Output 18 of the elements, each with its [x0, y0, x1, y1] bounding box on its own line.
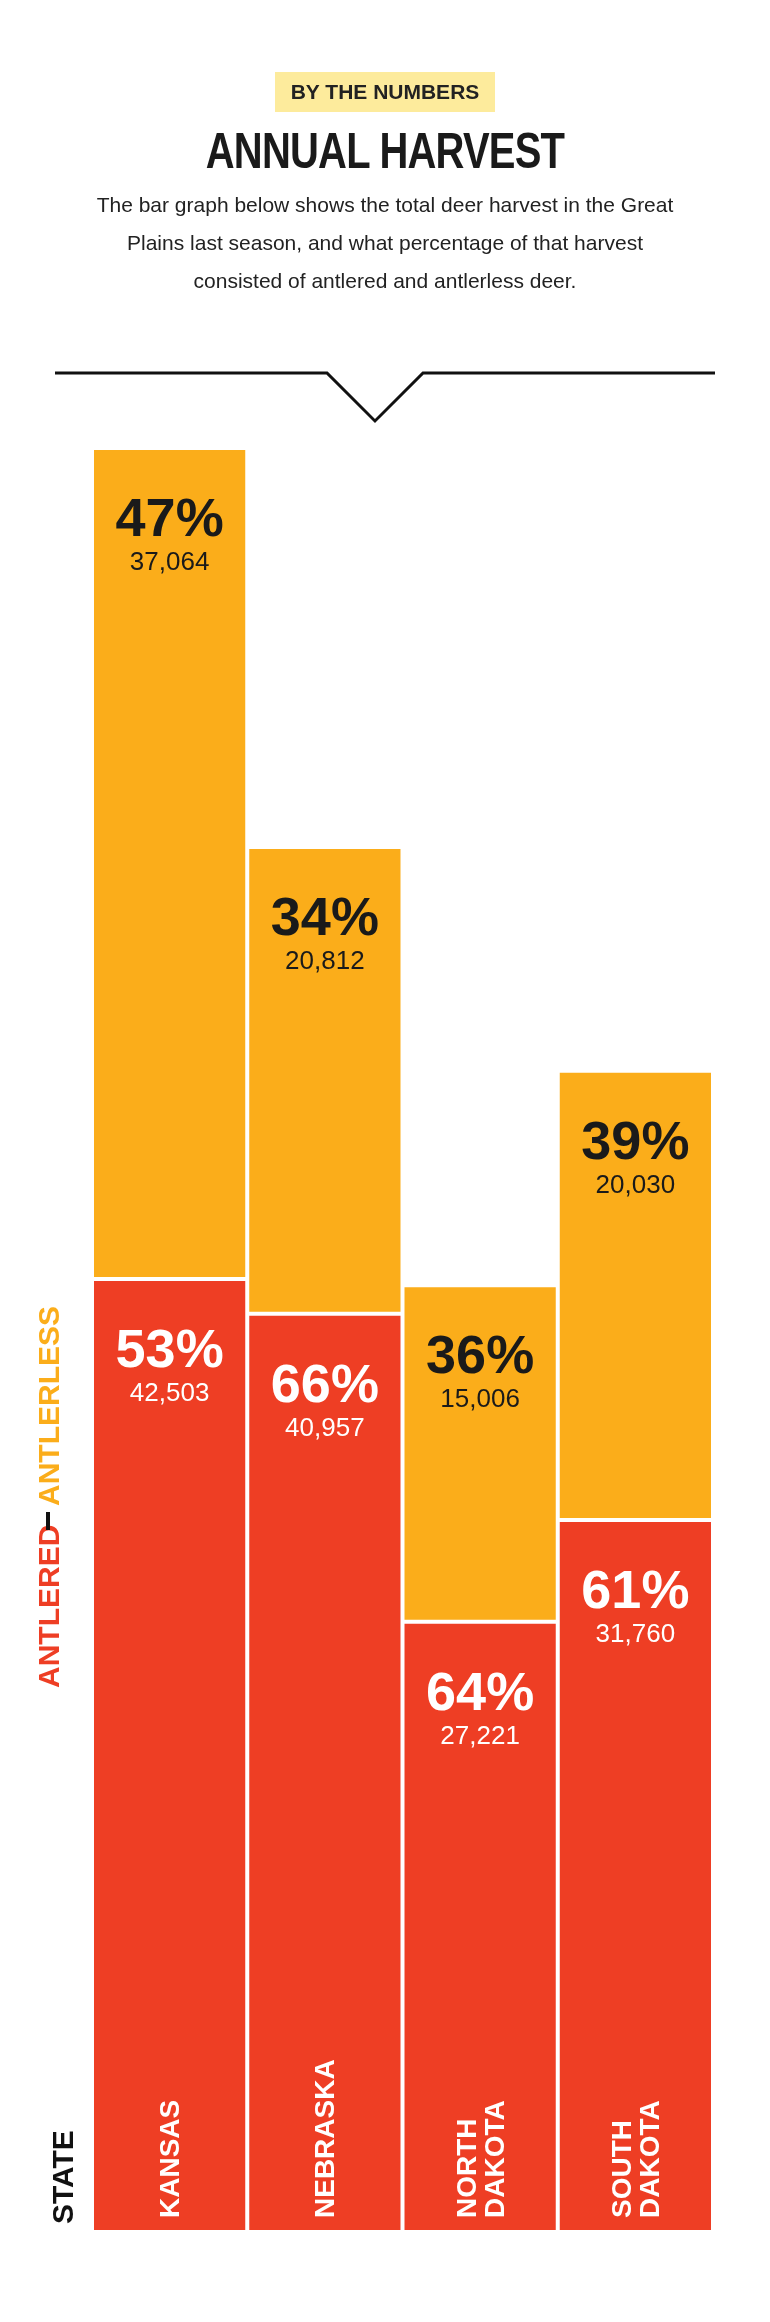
- text: ANTLERED: [31, 1524, 65, 1688]
- data-label: 34% 20,812: [270, 886, 379, 976]
- chart-subtitle: The bar graph below shows the total deer harvest in the Great Plains last season, and what percentage of that harvest consisted of antlered and antlerless deer.: [95, 192, 675, 294]
- data-label: 36% 15,006: [426, 1324, 535, 1414]
- chart-title: ANNUAL HARVEST: [204, 122, 566, 180]
- text: ANTLERLESS: [31, 1305, 65, 1506]
- data-label: 53% 42,503: [115, 1318, 224, 1408]
- text: STATE: [45, 2130, 79, 2224]
- data-label: 39% 20,030: [581, 1109, 690, 1199]
- x-tick-label: KANSAS: [154, 2099, 186, 2218]
- x-tick-label: SOUTH DAKOTA: [605, 2100, 665, 2218]
- data-label: 61% 31,760: [581, 1558, 690, 1648]
- data-label: 47% 37,064: [115, 487, 224, 576]
- data-label: 64% 27,221: [426, 1660, 535, 1750]
- text: BY THE NUMBERS: [274, 72, 496, 112]
- data-label: 66% 40,957: [270, 1352, 379, 1442]
- x-tick-label: NORTH DAKOTA: [450, 2100, 510, 2218]
- x-tick-label: NEBRASKA: [309, 2059, 341, 2218]
